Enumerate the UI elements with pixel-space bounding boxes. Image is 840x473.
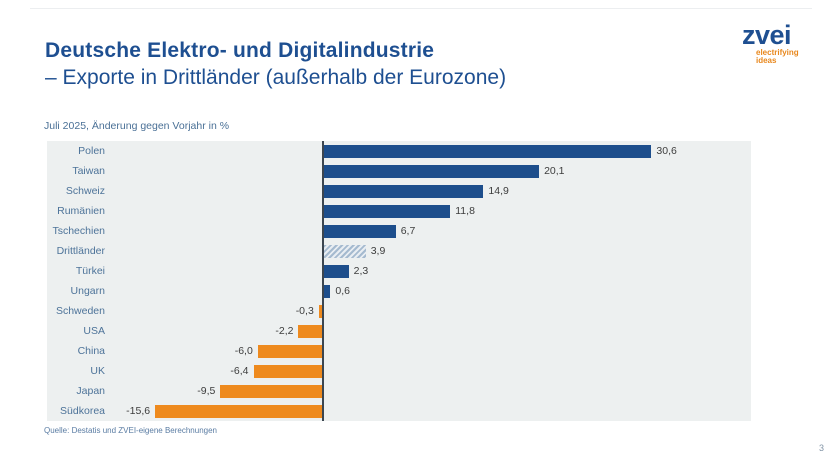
- source-note: Quelle: Destatis und ZVEI-eigene Berechn…: [44, 426, 217, 435]
- zero-axis-line: [322, 141, 324, 421]
- bar-value-label: -9,5: [197, 385, 216, 397]
- bar-value-label: 14,9: [488, 185, 509, 197]
- page-subtitle-line: – Exporte in Drittländer (außerhalb der …: [45, 66, 507, 89]
- bar-row: Rumänien 11,8: [47, 201, 751, 221]
- category-label: Türkei: [75, 265, 105, 277]
- bar-value-label: 20,1: [544, 165, 565, 177]
- bar: [324, 264, 349, 278]
- bar: [324, 184, 484, 198]
- bar-row: Schweiz 14,9: [47, 181, 751, 201]
- top-divider-line: [30, 8, 812, 9]
- category-label: Drittländer: [56, 245, 105, 257]
- bar-value-label: -2,2: [275, 325, 294, 337]
- bar-value-label: 30,6: [656, 145, 677, 157]
- zvei-logo: zvei electrifying ideas: [742, 22, 812, 65]
- zvei-tagline-line2: ideas: [756, 56, 777, 65]
- zvei-logo-tagline: electrifying ideas: [756, 49, 812, 65]
- category-label: USA: [83, 325, 105, 337]
- bar-value-label: 2,3: [353, 265, 369, 277]
- bar-row: Drittländer 3,9: [47, 241, 751, 261]
- bar: [318, 304, 322, 318]
- title-block: Deutsche Elektro- und Digitalindustrie –…: [45, 38, 506, 91]
- category-label: Taiwan: [72, 165, 105, 177]
- bar-row: UK -6,4: [47, 361, 751, 381]
- category-label: Japan: [76, 385, 105, 397]
- category-label: Schweden: [55, 305, 105, 317]
- bar-row: Tschechien 6,7: [47, 221, 751, 241]
- bar: [324, 224, 396, 238]
- bar-row: Ungarn 0,6: [47, 281, 751, 301]
- bar: [257, 344, 322, 358]
- bar-row: Taiwan 20,1: [47, 161, 751, 181]
- bar-row: Japan -9,5: [47, 381, 751, 401]
- bar-row: China -6,0: [47, 341, 751, 361]
- category-label: UK: [90, 365, 105, 377]
- bar: [324, 204, 451, 218]
- bar-row: Schweden -0,3: [47, 301, 751, 321]
- bar: [155, 404, 322, 418]
- page-title: Deutsche Elektro- und Digitalindustrie: [45, 39, 435, 62]
- zvei-tagline-line1: electrifying: [756, 48, 799, 57]
- bar-value-label: 0,6: [335, 285, 351, 297]
- bar-value-label: -6,4: [230, 365, 249, 377]
- zvei-logo-wordmark: zvei: [742, 20, 792, 50]
- category-label: Rumänien: [57, 205, 105, 217]
- bar-value-label: 6,7: [400, 225, 416, 237]
- bar: [253, 364, 322, 378]
- bar-row: Polen 30,6: [47, 141, 751, 161]
- bar-value-label: -6,0: [234, 345, 253, 357]
- bar-value-label: -15,6: [126, 405, 151, 417]
- bar: [324, 164, 540, 178]
- category-label: Südkorea: [60, 405, 105, 417]
- bar-row: USA -2,2: [47, 321, 751, 341]
- category-label: Polen: [78, 145, 105, 157]
- bar-chart-plot-area: Polen 30,6 Taiwan 20,1 Schweiz 14,9 Rumänien 11…: [47, 141, 751, 421]
- bar-value-label: 11,8: [455, 205, 475, 217]
- page-number: 3: [818, 443, 824, 453]
- bar-value-label: -0,3: [295, 305, 314, 317]
- chart-subtitle: Juli 2025, Änderung gegen Vorjahr in %: [44, 120, 230, 132]
- bar: [220, 384, 322, 398]
- category-label: Schweiz: [65, 185, 105, 197]
- bar: [298, 324, 322, 338]
- bar-value-label: 3,9: [370, 245, 386, 257]
- category-label: Tschechien: [52, 225, 105, 237]
- category-label: China: [77, 345, 105, 357]
- category-label: Ungarn: [70, 285, 105, 297]
- bar-row: Türkei 2,3: [47, 261, 751, 281]
- bar: [324, 284, 331, 298]
- bar-highlighted: [324, 244, 366, 258]
- bar-row: Südkorea -15,6: [47, 401, 751, 421]
- bar: [324, 144, 652, 158]
